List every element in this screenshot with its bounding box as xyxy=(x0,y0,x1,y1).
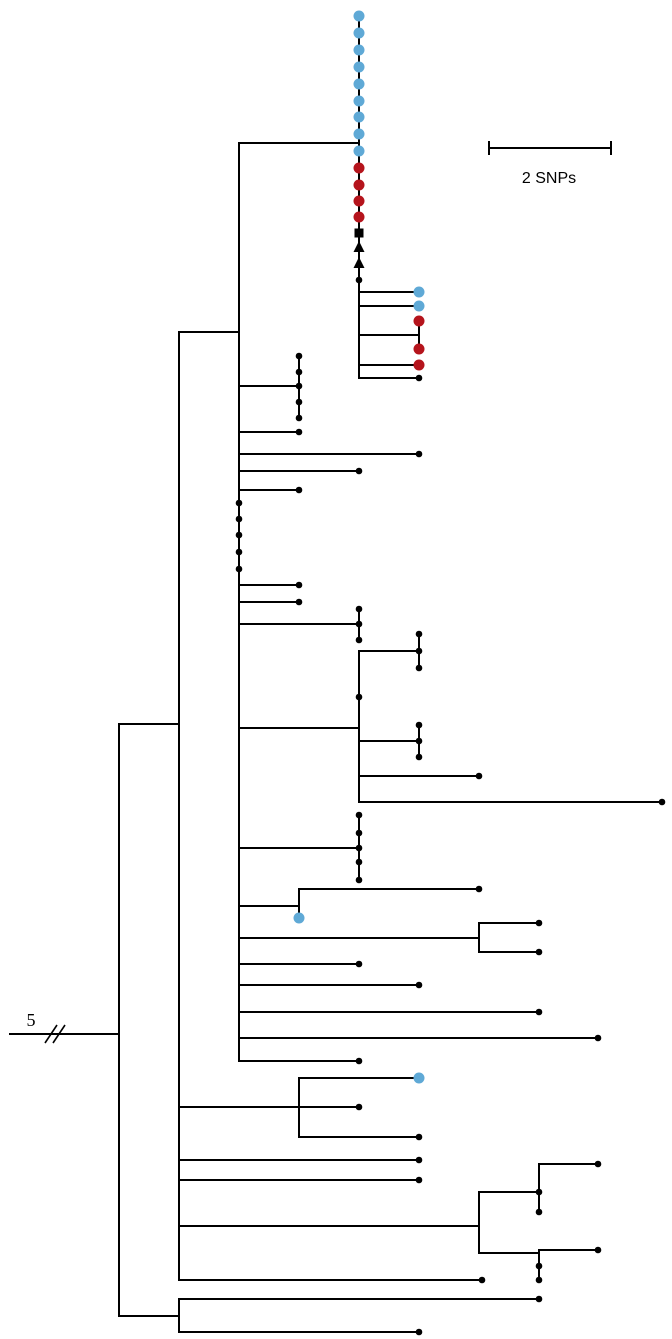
tip-node-blue xyxy=(353,10,365,22)
triangle-node xyxy=(353,241,365,252)
tip-node-red xyxy=(353,179,365,191)
tip-node-blue xyxy=(413,1072,425,1084)
tip-node xyxy=(594,1034,602,1042)
tip-node xyxy=(415,753,423,761)
tip-node xyxy=(355,844,363,852)
tip-node xyxy=(535,1276,543,1284)
tip-node-blue xyxy=(413,286,425,298)
tip-node xyxy=(355,829,363,837)
tip-node xyxy=(295,382,303,390)
tip-node xyxy=(415,1156,423,1164)
tip-node xyxy=(355,636,363,644)
tip-node xyxy=(415,737,423,745)
tip-node xyxy=(475,772,483,780)
tip-node xyxy=(355,276,363,284)
tip-node-blue xyxy=(413,300,425,312)
tip-node xyxy=(295,428,303,436)
tip-node xyxy=(415,450,423,458)
scale-bar: 2 SNPs xyxy=(488,141,612,187)
tip-node xyxy=(535,1208,543,1216)
tip-node xyxy=(355,1057,363,1065)
tip-node-blue xyxy=(353,145,365,157)
tip-node-blue xyxy=(353,128,365,140)
tip-node xyxy=(415,721,423,729)
tip-node xyxy=(535,1295,543,1303)
tip-node-blue xyxy=(293,912,305,924)
tip-node xyxy=(295,581,303,589)
tip-node xyxy=(415,630,423,638)
tip-node-blue xyxy=(353,95,365,107)
tip-node xyxy=(355,960,363,968)
root-branch-label: 5 xyxy=(27,1010,36,1030)
tip-node xyxy=(235,565,243,573)
tip-node-red xyxy=(353,162,365,174)
tip-node xyxy=(235,548,243,556)
tip-node-blue xyxy=(353,111,365,123)
tip-node xyxy=(415,1328,423,1336)
triangle-node xyxy=(353,257,365,268)
tip-node xyxy=(415,981,423,989)
scale-bar-label: 2 SNPs xyxy=(522,170,576,187)
tip-node xyxy=(535,1262,543,1270)
root-branch-break: 5 xyxy=(27,1010,66,1044)
tip-node xyxy=(594,1246,602,1254)
square-node xyxy=(354,228,364,238)
tip-node xyxy=(415,1133,423,1141)
tip-node-blue xyxy=(353,61,365,73)
tip-node-red xyxy=(413,315,425,327)
tip-node-blue xyxy=(353,78,365,90)
tip-node-blue xyxy=(353,27,365,39)
tip-node xyxy=(355,605,363,613)
tip-node xyxy=(475,885,483,893)
tip-node xyxy=(235,531,243,539)
tip-node xyxy=(415,374,423,382)
tip-node xyxy=(535,919,543,927)
tip-node xyxy=(594,1160,602,1168)
tip-node xyxy=(295,398,303,406)
tip-node-blue xyxy=(353,44,365,56)
tip-node xyxy=(295,368,303,376)
tip-node-red xyxy=(413,343,425,355)
tip-node xyxy=(295,352,303,360)
tip-node xyxy=(415,1176,423,1184)
tip-node xyxy=(295,598,303,606)
tip-node xyxy=(355,1103,363,1111)
tip-node xyxy=(295,486,303,494)
tip-node xyxy=(658,798,666,806)
tip-node xyxy=(235,499,243,507)
tip-node-red xyxy=(353,211,365,223)
tip-node xyxy=(235,515,243,523)
tip-node-red xyxy=(413,359,425,371)
tree-nodes xyxy=(235,10,666,1336)
tip-node xyxy=(355,811,363,819)
tip-node xyxy=(478,1276,486,1284)
tip-node xyxy=(355,858,363,866)
tree-branches xyxy=(9,15,663,1333)
tip-node xyxy=(415,647,423,655)
tip-node xyxy=(355,467,363,475)
tip-node xyxy=(535,1188,543,1196)
tip-node xyxy=(415,664,423,672)
tip-node-red xyxy=(353,195,365,207)
tip-node xyxy=(355,876,363,884)
tip-node xyxy=(535,948,543,956)
tip-node xyxy=(355,620,363,628)
tip-node xyxy=(355,693,363,701)
tip-node xyxy=(535,1008,543,1016)
tip-node xyxy=(295,414,303,422)
